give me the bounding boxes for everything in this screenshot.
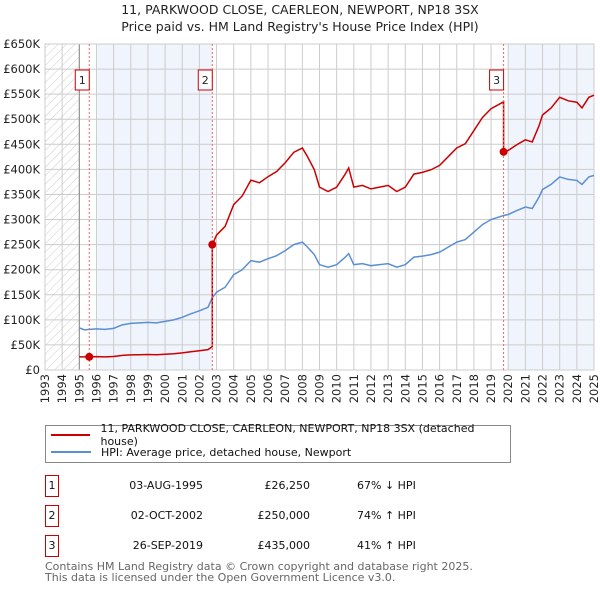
sale-date: 26-SEP-2019	[132, 539, 203, 552]
x-tick-label: 2013	[381, 374, 395, 403]
legend-label: 11, PARKWOOD CLOSE, CAERLEON, NEWPORT, N…	[100, 422, 475, 448]
sale-marker-number: 3	[45, 535, 59, 557]
chart-subtitle: Price paid vs. HM Land Registry's House …	[121, 19, 479, 34]
y-tick-label: £650K	[3, 37, 40, 51]
sale-label-box	[489, 69, 505, 91]
chart-title: 11, PARKWOOD CLOSE, CAERLEON, NEWPORT, N…	[121, 2, 479, 17]
x-tick-label: 2019	[484, 374, 498, 403]
x-tick-label: 2011	[347, 374, 361, 403]
price-line	[79, 94, 595, 358]
y-tick-label: £50K	[11, 338, 41, 352]
sale-hpi-diff: 67% ↓ HPI	[357, 479, 416, 492]
x-tick-label: 2009	[313, 374, 327, 403]
y-tick-label: £500K	[3, 112, 40, 126]
x-tick-label: 2003	[210, 374, 224, 403]
plot-border	[44, 43, 595, 371]
x-tick-label: 2018	[467, 374, 481, 403]
x-tick-label: 2005	[244, 374, 258, 403]
x-tick-label: 2022	[536, 374, 550, 403]
legend: 11, PARKWOOD CLOSE, CAERLEON, NEWPORT, N…	[45, 422, 511, 463]
x-tick-label: 2002	[192, 374, 206, 403]
sale-price: £435,000	[257, 539, 311, 552]
y-tick-label: £600K	[3, 62, 40, 76]
y-tick-label: £0	[25, 363, 40, 377]
y-tick-label: £150K	[3, 288, 40, 302]
sale-label-number: 1	[79, 74, 86, 87]
x-tick-label: 2004	[227, 374, 241, 403]
x-tick-label: 2020	[501, 374, 515, 403]
price-chart: £0 £50K £100K £150K £200K £250K £300K £350K £400…	[3, 37, 600, 403]
sale-date: 03-AUG-1995	[129, 479, 203, 492]
x-tick-label: 2024	[570, 374, 584, 403]
sale-point	[208, 240, 217, 249]
x-tick-label: 2010	[330, 374, 344, 403]
x-tick-label: 2015	[415, 374, 429, 403]
legend-label: HPI: Average price, detached house, Newp…	[101, 445, 352, 459]
x-tick-label: 2008	[295, 374, 309, 403]
y-tick-label: £400K	[3, 162, 40, 176]
sale-price: £250,000	[257, 509, 311, 522]
x-tick-label: 1997	[107, 374, 121, 403]
x-tick-label: 2001	[175, 374, 189, 403]
footer-copyright: Contains HM Land Registry data © Crown c…	[45, 560, 473, 573]
x-tick-label: 2023	[553, 374, 567, 403]
sale-row: 2 02-OCT-2002 £250,000 74% ↑ HPI	[45, 505, 445, 527]
y-tick-label: £200K	[3, 263, 40, 277]
x-tick-label: 1995	[72, 374, 86, 403]
sale-point	[85, 352, 94, 361]
sale-hpi-diff: 74% ↑ HPI	[357, 509, 416, 522]
sale-row: 3 26-SEP-2019 £435,000 41% ↑ HPI	[45, 535, 445, 557]
sale-label-box	[74, 69, 90, 91]
y-tick-label: £450K	[3, 137, 40, 151]
sale-date: 02-OCT-2002	[130, 509, 203, 522]
sale-marker-number: 2	[45, 505, 59, 527]
x-tick-label: 2016	[433, 374, 447, 403]
footer-licence: This data is licensed under the Open Gov…	[45, 571, 396, 584]
legend-item-hpi: HPI: Average price, detached house, Newp…	[51, 444, 351, 460]
x-tick-label: 1993	[38, 374, 52, 403]
x-tick-label: 2025	[587, 374, 600, 403]
x-tick-label: 2014	[398, 374, 412, 403]
sale-hpi-diff: 41% ↑ HPI	[357, 539, 416, 552]
shaded-period	[508, 44, 594, 370]
y-tick-label: £550K	[3, 87, 40, 101]
sale-marker-number: 1	[45, 475, 59, 497]
x-tick-label: 2006	[261, 374, 275, 403]
hpi-line	[79, 174, 595, 331]
sale-label-number: 3	[493, 74, 500, 87]
sale-label-number: 2	[202, 74, 209, 87]
x-tick-label: 2021	[518, 374, 532, 403]
x-tick-label: 1998	[124, 374, 138, 403]
price-line-swatch	[51, 434, 91, 436]
sale-price: £26,250	[264, 479, 311, 492]
x-tick-label: 1996	[89, 374, 103, 403]
sale-row: 1 03-AUG-1995 £26,250 67% ↓ HPI	[45, 475, 445, 497]
x-tick-label: 1999	[141, 374, 155, 403]
x-tick-label: 2000	[158, 374, 172, 403]
x-tick-label: 1994	[55, 374, 69, 403]
y-tick-label: £350K	[3, 187, 40, 201]
x-tick-label: 2007	[278, 374, 292, 403]
y-tick-label: £250K	[3, 238, 40, 252]
y-tick-label: £300K	[3, 213, 40, 227]
legend-item-price: 11, PARKWOOD CLOSE, CAERLEON, NEWPORT, N…	[51, 422, 510, 448]
hpi-line-swatch	[51, 451, 91, 453]
sale-label-box	[197, 69, 213, 91]
y-tick-label: £100K	[3, 313, 40, 327]
sale-point	[499, 147, 508, 156]
shaded-period	[96, 44, 213, 370]
x-tick-label: 2012	[364, 374, 378, 403]
x-tick-label: 2017	[450, 374, 464, 403]
